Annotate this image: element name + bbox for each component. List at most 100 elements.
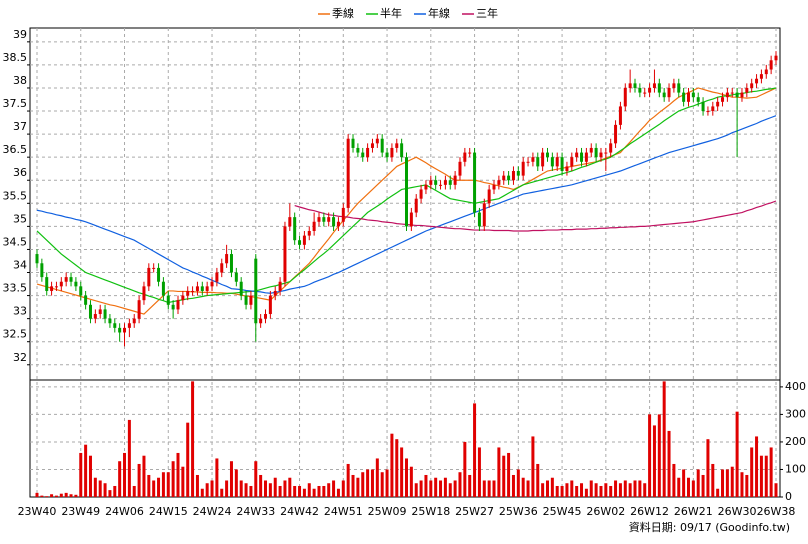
candle-body <box>273 290 277 296</box>
candle-body <box>584 152 588 162</box>
volume-bar <box>341 480 345 497</box>
volume-bar <box>453 480 457 497</box>
volume-bar <box>740 472 744 497</box>
volume-bar <box>419 480 423 497</box>
volume-bar <box>40 495 44 497</box>
x-tick-label: 26W12 <box>630 505 669 518</box>
legend-label: 季線 <box>332 6 354 20</box>
candle-body <box>614 124 618 144</box>
candle-body <box>234 272 238 282</box>
volume-bar <box>492 480 496 497</box>
volume-bar <box>395 439 399 497</box>
candle-body <box>356 147 360 153</box>
volume-bar <box>69 494 73 497</box>
candle-body <box>696 97 700 102</box>
candle-body <box>390 147 394 158</box>
candle-body <box>555 157 559 167</box>
volume-bar <box>545 480 549 497</box>
x-tick-label: 26W30 <box>718 505 757 518</box>
candle-body <box>137 300 141 319</box>
candle-body <box>312 221 316 231</box>
volume-bar <box>497 447 501 497</box>
candle-body <box>487 189 491 204</box>
candle-body <box>317 217 321 222</box>
volume-bar <box>220 488 224 497</box>
volume-bar <box>264 480 268 497</box>
candle-body <box>677 83 681 93</box>
candle-body <box>351 138 355 148</box>
volume-bar <box>526 480 530 497</box>
candle-body <box>259 318 263 324</box>
candle-body <box>473 152 477 213</box>
candle-body <box>774 55 778 61</box>
candle-body <box>79 286 83 296</box>
volume-bar <box>59 493 63 497</box>
volume-bar <box>254 461 258 497</box>
volume-bar <box>599 485 603 497</box>
candle-body <box>560 157 564 172</box>
volume-bar <box>181 466 185 497</box>
volume-bar <box>186 422 190 497</box>
volume-bar <box>98 480 102 497</box>
candle-body <box>171 304 175 310</box>
volume-bar <box>64 492 68 497</box>
candle-body <box>521 161 525 176</box>
volume-bar <box>366 469 370 497</box>
y-tick-label: 39 <box>13 28 27 41</box>
candle-body <box>264 314 268 319</box>
y-tick-label: 33.5 <box>3 282 28 295</box>
candle-body <box>195 286 199 291</box>
candle-body <box>531 157 535 162</box>
volume-bar <box>157 477 161 497</box>
candle-body <box>176 300 180 310</box>
volume-bar <box>725 469 729 497</box>
candle-body <box>482 203 486 227</box>
candle-body <box>599 152 603 158</box>
volume-bar <box>142 455 146 497</box>
volume-bar <box>127 419 131 497</box>
candle-body <box>108 318 112 324</box>
candle-body <box>735 92 739 98</box>
volume-bar <box>521 477 525 497</box>
volume-bar <box>706 439 710 497</box>
candle-body <box>220 263 224 273</box>
x-tick-label: 24W24 <box>193 505 232 518</box>
volume-bar <box>721 469 725 497</box>
volume-bar <box>288 477 292 497</box>
volume-bar <box>307 483 311 497</box>
candle-body <box>380 138 384 153</box>
volume-bar <box>103 483 107 497</box>
candle-body <box>477 212 481 227</box>
candle-body <box>570 157 574 167</box>
candle-body <box>157 267 161 282</box>
candle-body <box>716 101 720 107</box>
candle-body <box>98 309 102 315</box>
x-tick-label: 26W21 <box>674 505 713 518</box>
volume-bar <box>584 488 588 497</box>
candle-body <box>166 295 170 305</box>
candle-body <box>152 267 156 269</box>
candle-body <box>443 180 447 185</box>
candle-body <box>682 92 686 102</box>
y-tick-label: 33 <box>13 305 27 318</box>
volume-bar <box>390 433 394 497</box>
y-tick-label: 32.5 <box>3 328 28 341</box>
y-tick-label: 36.5 <box>3 143 28 156</box>
volume-bar <box>293 485 297 497</box>
x-tick-label: 23W49 <box>61 505 100 518</box>
candle-body <box>370 143 374 148</box>
candle-body <box>210 281 214 287</box>
volume-bar <box>317 485 321 497</box>
candle-body <box>64 277 68 282</box>
volume-bar <box>79 452 83 497</box>
volume-bar <box>132 485 136 497</box>
volume-bar <box>769 447 773 497</box>
volume-bar <box>268 483 272 497</box>
y-tick-label: 34.5 <box>3 235 28 248</box>
candle-body <box>298 240 302 245</box>
x-tick-label: 24W33 <box>236 505 275 518</box>
candle-body <box>385 152 389 158</box>
volume-bar <box>735 411 739 497</box>
volume-bar <box>166 472 170 497</box>
